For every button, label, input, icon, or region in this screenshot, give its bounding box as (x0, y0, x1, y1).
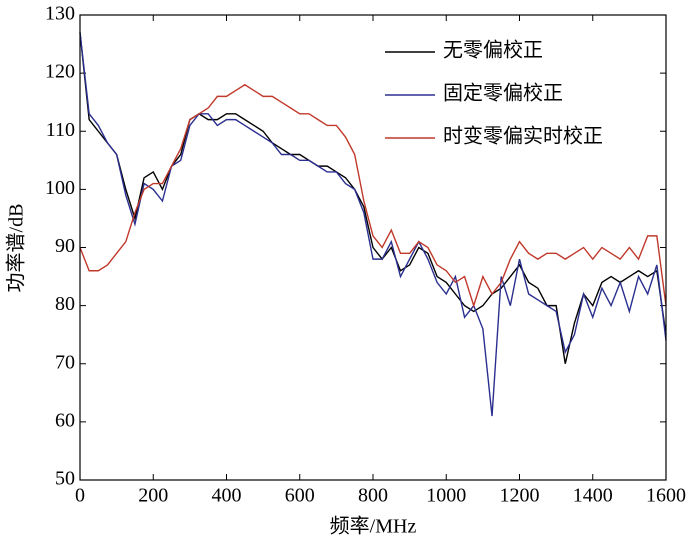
series-line (79, 32, 667, 417)
series-line (79, 83, 667, 308)
y-tick-label: 110 (46, 119, 75, 141)
x-tick-label: 1400 (573, 485, 613, 507)
y-tick-label: 60 (55, 409, 75, 431)
x-tick-label: 1200 (500, 485, 540, 507)
y-tick-label: 80 (55, 293, 75, 315)
x-tick-label: 400 (212, 485, 242, 507)
y-tick-label: 90 (55, 235, 75, 257)
series-line (79, 32, 667, 364)
x-axis-label: 频率/MHz (330, 515, 417, 538)
x-tick-label: 1000 (426, 485, 466, 507)
plot-frame (79, 14, 667, 481)
x-tick-label: 1600 (646, 485, 686, 507)
y-tick-label: 100 (45, 177, 75, 199)
legend-label: 无零偏校正 (443, 39, 543, 62)
y-axis-label: 功率谱/dB (5, 204, 28, 293)
x-tick-label: 800 (358, 485, 388, 507)
y-tick-label: 70 (55, 351, 75, 373)
legend-label: 固定零偏校正 (443, 82, 563, 105)
x-tick-label: 0 (75, 485, 85, 507)
y-tick-label: 130 (45, 3, 75, 25)
y-tick-label: 120 (45, 61, 75, 83)
legend-label: 时变零偏实时校正 (443, 125, 603, 148)
x-tick-label: 200 (138, 485, 168, 507)
x-tick-label: 600 (285, 485, 315, 507)
y-tick-label: 50 (55, 468, 75, 490)
